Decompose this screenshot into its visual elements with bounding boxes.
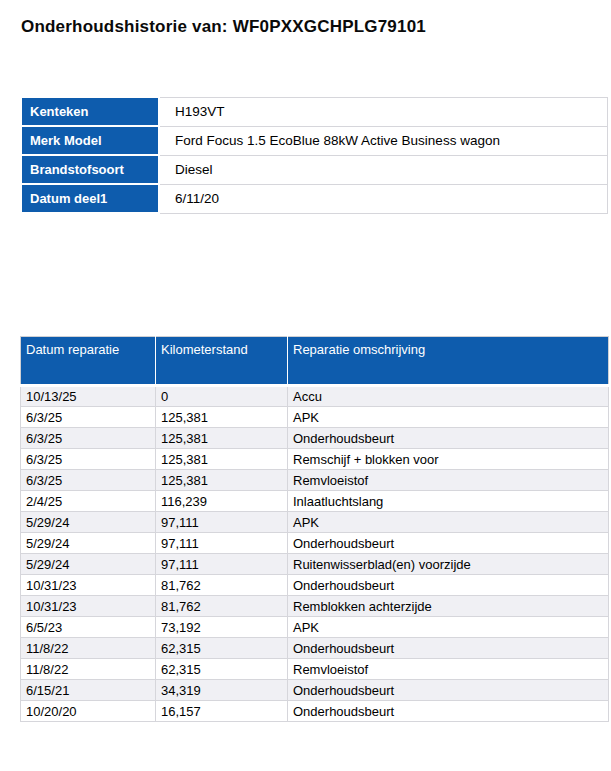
column-header-reparatie-omschrijving: Reparatie omschrijving	[288, 337, 609, 386]
vehicle-info-label: Datum deel1	[21, 184, 159, 213]
table-row: 6/3/25 125,381 APK	[21, 407, 609, 428]
table-row: 10/31/23 81,762 Remblokken achterzijde	[21, 596, 609, 617]
repair-odometer: 125,381	[156, 449, 288, 470]
table-row: 6/5/23 73,192 APK	[21, 617, 609, 638]
repair-date: 2/4/25	[21, 491, 156, 512]
table-row: 2/4/25 116,239 Inlaatluchtslang	[21, 491, 609, 512]
table-row: 6/15/21 34,319 Onderhoudsbeurt	[21, 680, 609, 701]
table-row: 10/13/25 0 Accu	[21, 386, 609, 407]
repair-odometer: 81,762	[156, 596, 288, 617]
repair-date: 5/29/24	[21, 512, 156, 533]
table-row: 10/31/23 81,762 Onderhoudsbeurt	[21, 575, 609, 596]
repair-description: Remvloeistof	[288, 659, 609, 680]
repair-date: 6/3/25	[21, 428, 156, 449]
repair-description: APK	[288, 617, 609, 638]
repair-odometer: 62,315	[156, 638, 288, 659]
repair-odometer: 125,381	[156, 428, 288, 449]
vehicle-info-row: Merk Model Ford Focus 1.5 EcoBlue 88kW A…	[21, 126, 608, 155]
repair-odometer: 34,319	[156, 680, 288, 701]
repair-date: 11/8/22	[21, 638, 156, 659]
vehicle-info-label: Kenteken	[21, 97, 159, 126]
repair-date: 6/5/23	[21, 617, 156, 638]
repair-description: Onderhoudsbeurt	[288, 680, 609, 701]
repair-odometer: 125,381	[156, 470, 288, 491]
repair-odometer: 125,381	[156, 407, 288, 428]
column-header-kilometerstand: Kilometerstand	[156, 337, 288, 386]
repair-history-header-row: Datum reparatie Kilometerstand Reparatie…	[21, 337, 609, 386]
repair-date: 6/15/21	[21, 680, 156, 701]
table-row: 5/29/24 97,111 Ruitenwisserblad(en) voor…	[21, 554, 609, 575]
repair-odometer: 62,315	[156, 659, 288, 680]
repair-description: Inlaatluchtslang	[288, 491, 609, 512]
repair-odometer: 73,192	[156, 617, 288, 638]
vehicle-info-row: Datum deel1 6/11/20	[21, 184, 608, 213]
repair-description: Onderhoudsbeurt	[288, 575, 609, 596]
vehicle-info-value: Diesel	[159, 155, 608, 184]
table-row: 10/20/20 16,157 Onderhoudsbeurt	[21, 701, 609, 722]
repair-description: Ruitenwisserblad(en) voorzijde	[288, 554, 609, 575]
page-title: Onderhoudshistorie van: WF0PXXGCHPLG7910…	[21, 17, 426, 37]
repair-history-table: Datum reparatie Kilometerstand Reparatie…	[20, 336, 609, 722]
table-row: 6/3/25 125,381 Onderhoudsbeurt	[21, 428, 609, 449]
repair-date: 6/3/25	[21, 449, 156, 470]
repair-odometer: 97,111	[156, 533, 288, 554]
vehicle-info-value: 6/11/20	[159, 184, 608, 213]
table-row: 5/29/24 97,111 Onderhoudsbeurt	[21, 533, 609, 554]
repair-odometer: 97,111	[156, 554, 288, 575]
repair-date: 10/31/23	[21, 596, 156, 617]
repair-date: 10/20/20	[21, 701, 156, 722]
table-row: 6/3/25 125,381 Remschijf + blokken voor	[21, 449, 609, 470]
repair-odometer: 81,762	[156, 575, 288, 596]
repair-description: Onderhoudsbeurt	[288, 638, 609, 659]
repair-date: 11/8/22	[21, 659, 156, 680]
table-row: 11/8/22 62,315 Remvloeistof	[21, 659, 609, 680]
repair-date: 6/3/25	[21, 470, 156, 491]
repair-date: 5/29/24	[21, 554, 156, 575]
repair-odometer: 97,111	[156, 512, 288, 533]
repair-odometer: 116,239	[156, 491, 288, 512]
vehicle-info-value: H193VT	[159, 97, 608, 126]
vehicle-info-row: Brandstofsoort Diesel	[21, 155, 608, 184]
vehicle-info-table: Kenteken H193VT Merk Model Ford Focus 1.…	[20, 96, 608, 214]
vehicle-info-label: Brandstofsoort	[21, 155, 159, 184]
repair-date: 10/13/25	[21, 386, 156, 407]
repair-description: Accu	[288, 386, 609, 407]
vehicle-info-label: Merk Model	[21, 126, 159, 155]
repair-description: Remschijf + blokken voor	[288, 449, 609, 470]
repair-description: APK	[288, 407, 609, 428]
repair-date: 10/31/23	[21, 575, 156, 596]
repair-odometer: 0	[156, 386, 288, 407]
repair-description: Onderhoudsbeurt	[288, 533, 609, 554]
repair-description: Onderhoudsbeurt	[288, 428, 609, 449]
repair-description: Remvloeistof	[288, 470, 609, 491]
repair-date: 6/3/25	[21, 407, 156, 428]
column-header-datum-reparatie: Datum reparatie	[21, 337, 156, 386]
table-row: 5/29/24 97,111 APK	[21, 512, 609, 533]
table-row: 6/3/25 125,381 Remvloeistof	[21, 470, 609, 491]
repair-odometer: 16,157	[156, 701, 288, 722]
vehicle-info-value: Ford Focus 1.5 EcoBlue 88kW Active Busin…	[159, 126, 608, 155]
repair-date: 5/29/24	[21, 533, 156, 554]
repair-description: Remblokken achterzijde	[288, 596, 609, 617]
table-row: 11/8/22 62,315 Onderhoudsbeurt	[21, 638, 609, 659]
vehicle-info-row: Kenteken H193VT	[21, 97, 608, 126]
repair-description: APK	[288, 512, 609, 533]
repair-description: Onderhoudsbeurt	[288, 701, 609, 722]
